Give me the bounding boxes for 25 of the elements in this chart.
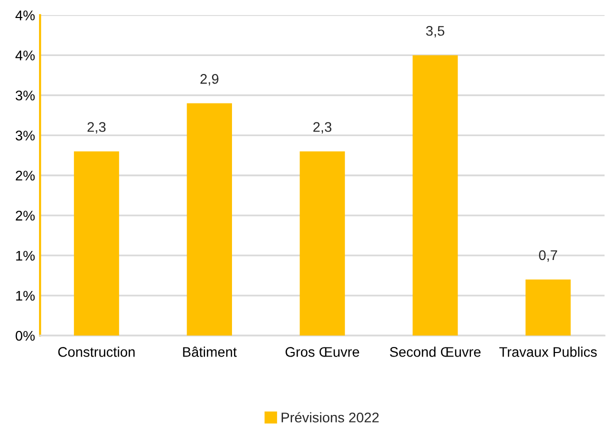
y-tick-label: 0% — [16, 330, 35, 341]
y-tick-label: 1% — [16, 250, 35, 261]
text: 2,9 — [200, 74, 218, 86]
bar — [300, 151, 345, 336]
bar — [74, 151, 120, 336]
text: 2,3 — [313, 122, 332, 134]
legend-label: Prévisions 2022 — [282, 412, 379, 422]
x-tick-label: Second Œuvre — [390, 346, 481, 357]
bar — [526, 280, 571, 336]
bar — [186, 103, 232, 336]
y-tick-label: 2% — [16, 170, 35, 180]
x-tick-label: Travaux Publics — [499, 346, 597, 357]
x-tick-label: Gros Œuvre — [286, 347, 360, 357]
y-tick-label: 4% — [15, 50, 35, 60]
x-tick-label: Bâtiment — [183, 346, 237, 357]
text: 0,7 — [539, 250, 558, 262]
bar — [412, 55, 458, 336]
y-tick-label: 4% — [15, 10, 35, 20]
text: 2,3 — [88, 122, 106, 134]
y-tick-label: 1% — [16, 290, 35, 301]
y-tick-label: 3% — [16, 90, 35, 100]
text: 3,5 — [426, 26, 444, 38]
y-tick-label: 2% — [16, 210, 35, 221]
x-tick-label: Construction — [58, 346, 135, 357]
y-tick-label: 3% — [16, 130, 35, 140]
